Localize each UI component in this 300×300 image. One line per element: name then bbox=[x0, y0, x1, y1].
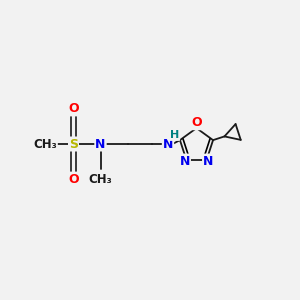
Text: CH₃: CH₃ bbox=[88, 172, 112, 186]
Text: H: H bbox=[170, 130, 179, 140]
Text: O: O bbox=[191, 116, 202, 129]
Text: O: O bbox=[68, 172, 79, 186]
Text: CH₃: CH₃ bbox=[33, 137, 57, 151]
Text: S: S bbox=[69, 137, 78, 151]
Text: O: O bbox=[68, 102, 79, 116]
Text: N: N bbox=[203, 154, 213, 168]
Text: N: N bbox=[95, 137, 106, 151]
Text: N: N bbox=[180, 154, 190, 168]
Text: N: N bbox=[163, 137, 173, 151]
